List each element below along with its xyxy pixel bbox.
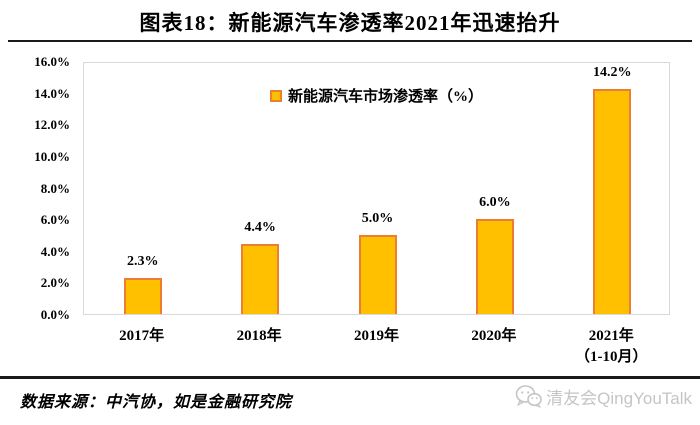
chart-title: 图表18：新能源汽车渗透率2021年迅速抬升 bbox=[139, 11, 561, 35]
x-tick-label: 2017年 bbox=[119, 328, 165, 344]
plot-area: 新能源汽车市场渗透率（%） 2.3% 4.4% 5.0% 6.0% 14.2% bbox=[83, 62, 670, 315]
y-tick-label: 14.0% bbox=[34, 85, 70, 101]
x-tick-label: 2018年 bbox=[236, 328, 282, 344]
y-tick-label: 2.0% bbox=[40, 275, 70, 291]
bar-2020年 bbox=[475, 219, 514, 314]
x-tick-label: 2019年 bbox=[353, 328, 399, 344]
y-tick-label: 8.0% bbox=[40, 180, 70, 196]
y-tick-label: 10.0% bbox=[34, 148, 70, 164]
y-tick-label: 12.0% bbox=[34, 117, 70, 133]
x-tick-label: 2021年 （1-10月） bbox=[575, 328, 648, 365]
watermark: 清友会QingYouTalk bbox=[515, 384, 692, 409]
y-tick-label: 6.0% bbox=[40, 212, 70, 228]
bar-value-label: 5.0% bbox=[361, 210, 394, 226]
y-tick-label: 4.0% bbox=[40, 243, 70, 259]
bar-value-label: 2.3% bbox=[126, 253, 159, 269]
bar-2021年 bbox=[593, 89, 632, 314]
title-divider bbox=[8, 40, 692, 42]
legend: 新能源汽车市场渗透率（%） bbox=[84, 85, 669, 106]
legend-label: 新能源汽车市场渗透率（%） bbox=[287, 89, 483, 105]
wechat-logo-icon bbox=[515, 385, 542, 408]
bar-2018年 bbox=[241, 244, 280, 314]
footer-divider bbox=[0, 376, 700, 379]
bar-value-label: 6.0% bbox=[479, 195, 511, 211]
bar-value-label: 14.2% bbox=[593, 65, 632, 81]
bar-2017年 bbox=[123, 277, 162, 314]
y-tick-label: 16.0% bbox=[34, 54, 70, 69]
bar-value-label: 4.4% bbox=[244, 220, 276, 236]
watermark-text: 清友会QingYouTalk bbox=[546, 389, 692, 408]
bar-2019年 bbox=[358, 234, 397, 314]
source-note: 数据来源：中汽协，如是金融研究院 bbox=[20, 394, 293, 411]
y-tick-label: 0.0% bbox=[40, 307, 70, 322]
legend-swatch-icon bbox=[269, 89, 282, 102]
x-tick-label: 2020年 bbox=[471, 328, 517, 344]
